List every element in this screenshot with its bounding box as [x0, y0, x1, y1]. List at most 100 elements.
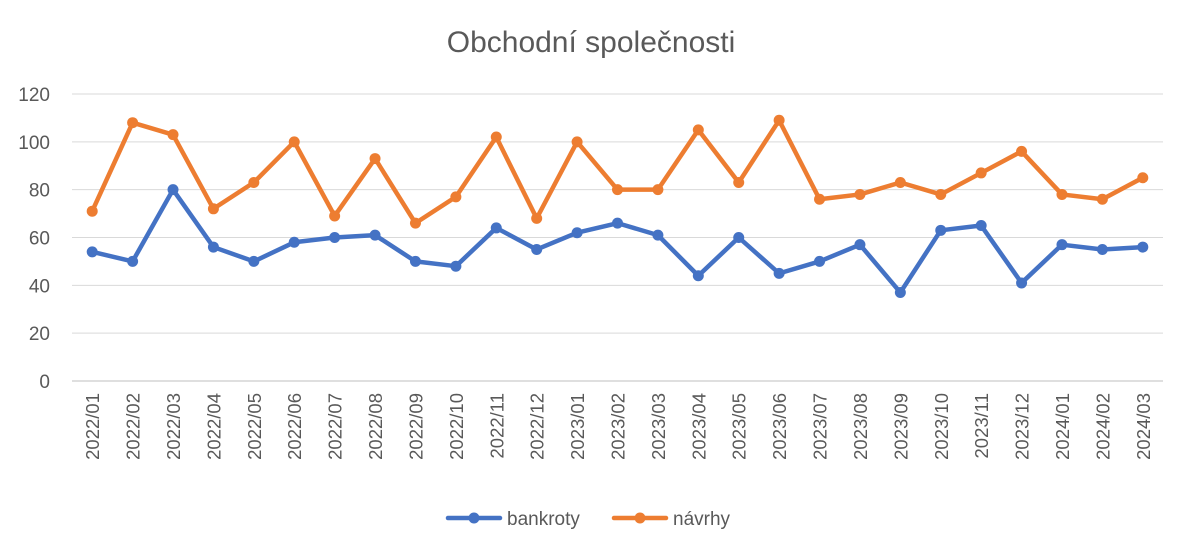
data-point [288, 236, 300, 248]
x-tick-label: 2023/01 [567, 393, 588, 460]
y-tick-label: 120 [18, 85, 50, 106]
data-point [490, 131, 502, 143]
data-point [450, 191, 462, 203]
data-point [409, 255, 421, 267]
x-tick-label: 2022/01 [82, 393, 103, 460]
y-tick-label: 0 [39, 372, 50, 393]
data-point [571, 136, 583, 148]
y-axis-ticks: 0 20 40 60 80 100 120 [18, 85, 50, 393]
legend: bankroty návrhy [445, 509, 731, 530]
data-point [369, 153, 381, 165]
x-tick-label: 2022/02 [123, 393, 144, 460]
y-tick-label: 60 [29, 229, 50, 250]
data-point [531, 212, 543, 224]
x-tick-label: 2022/12 [527, 393, 548, 460]
data-point [814, 255, 826, 267]
series-lines [86, 114, 1149, 299]
series-line [89, 187, 1146, 295]
series-návrhy [86, 114, 1149, 229]
x-tick-label: 2023/04 [688, 393, 709, 460]
x-tick-label: 2023/12 [1012, 393, 1033, 460]
data-point [733, 232, 745, 243]
data-point [773, 267, 785, 279]
x-tick-label: 2023/06 [769, 393, 790, 460]
legend-marker [468, 512, 480, 524]
x-tick-label: 2023/07 [810, 393, 831, 460]
x-tick-label: 2023/11 [971, 393, 992, 459]
data-point [490, 222, 502, 234]
data-point [288, 136, 300, 148]
x-tick-label: 2024/03 [1133, 393, 1154, 460]
x-tick-label: 2022/11 [486, 393, 507, 459]
data-point [207, 203, 219, 215]
data-point [975, 167, 987, 179]
x-tick-label: 2024/01 [1052, 393, 1073, 460]
data-point [248, 176, 260, 188]
data-point [612, 217, 623, 229]
y-tick-label: 100 [18, 133, 50, 154]
y-tick-label: 80 [29, 181, 50, 202]
x-tick-label: 2022/07 [325, 393, 346, 460]
data-point [692, 124, 704, 136]
data-point [329, 232, 341, 243]
data-point [975, 220, 987, 232]
x-tick-label: 2022/03 [163, 393, 184, 460]
x-tick-label: 2023/03 [648, 393, 669, 460]
data-point [329, 210, 341, 222]
legend-marker [634, 512, 646, 524]
data-point [531, 243, 543, 255]
x-tick-label: 2022/09 [405, 393, 426, 460]
data-point [935, 188, 947, 200]
data-point [127, 255, 139, 267]
legend-label: bankroty [507, 509, 580, 530]
data-point [692, 270, 704, 282]
x-tick-label: 2022/10 [446, 393, 467, 460]
data-point [409, 217, 421, 229]
data-point [207, 241, 219, 253]
data-point [935, 224, 947, 236]
data-point [86, 246, 98, 258]
data-point [571, 227, 583, 239]
data-point [1016, 277, 1028, 289]
gridlines [72, 93, 1163, 382]
data-point [652, 229, 664, 241]
data-point [1137, 172, 1149, 184]
data-point [86, 205, 98, 217]
data-point [167, 129, 179, 141]
x-tick-label: 2022/06 [284, 393, 305, 460]
data-point [773, 114, 785, 126]
data-point [369, 229, 381, 241]
chart-title: Obchodní společnosti [447, 26, 736, 59]
data-point [1016, 145, 1028, 157]
data-point [1056, 188, 1068, 200]
legend-label: návrhy [673, 509, 731, 530]
x-tick-label: 2023/08 [850, 393, 871, 460]
data-point [167, 184, 179, 196]
data-point [127, 117, 139, 129]
data-point [854, 239, 866, 251]
data-point [1137, 241, 1149, 253]
series-bankroty [86, 184, 1149, 299]
legend-item-bankroty: bankroty [445, 509, 580, 530]
x-tick-label: 2023/09 [890, 393, 911, 460]
x-axis-ticks: 2022/01 2022/02 2022/03 2022/04 2022/05 2022/… [82, 393, 1154, 460]
data-point [894, 176, 906, 188]
x-tick-label: 2023/05 [729, 393, 750, 460]
data-point [854, 188, 866, 200]
data-point [814, 193, 826, 205]
x-tick-label: 2022/08 [365, 393, 386, 460]
data-point [1096, 243, 1108, 255]
data-point [450, 260, 462, 272]
data-point [248, 255, 260, 267]
data-point [612, 184, 623, 196]
data-point [1096, 193, 1108, 205]
x-tick-label: 2023/02 [608, 393, 629, 460]
data-point [1056, 239, 1068, 251]
x-tick-label: 2023/10 [931, 393, 952, 460]
legend-item-návrhy: návrhy [611, 509, 731, 530]
data-point [652, 184, 664, 196]
data-point [733, 176, 745, 188]
x-tick-label: 2022/05 [244, 393, 265, 460]
y-tick-label: 20 [29, 324, 50, 345]
